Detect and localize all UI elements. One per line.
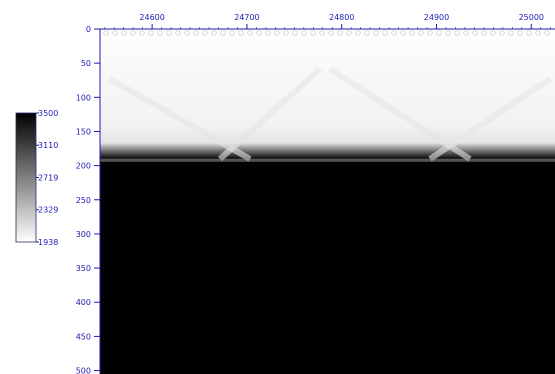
surface-ring-artifact <box>355 30 361 36</box>
surface-ring-artifact <box>265 30 271 36</box>
surface-ring-artifact <box>481 30 487 36</box>
surface-ring-artifact <box>175 30 181 36</box>
surface-ring-artifact <box>427 30 433 36</box>
surface-ring-artifact <box>364 30 370 36</box>
x-tick-label: 25000 <box>519 13 544 22</box>
surface-ring-artifact <box>508 30 514 36</box>
interface-band <box>100 158 555 162</box>
surface-ring-artifact <box>391 30 397 36</box>
surface-ring-artifact <box>418 30 424 36</box>
y-tick-label: 100 <box>76 93 91 102</box>
surface-ring-artifact <box>328 30 334 36</box>
faint-streak <box>108 76 252 162</box>
surface-ring-artifact <box>400 30 406 36</box>
y-tick-label: 0 <box>86 25 91 34</box>
heatmap-field <box>100 29 555 374</box>
surface-ring-artifact <box>202 30 208 36</box>
colorbar-ticks: 3500 3110 2719 2329 1938 <box>36 109 58 247</box>
surface-ring-artifact <box>148 30 154 36</box>
faint-streak <box>428 76 552 162</box>
y-tick-label: 500 <box>76 367 91 374</box>
surface-ring-artifact <box>454 30 460 36</box>
surface-ring-artifact <box>346 30 352 36</box>
colorbar-tick-label: 2329 <box>38 206 58 215</box>
surface-ring-artifact <box>229 30 235 36</box>
surface-ring-artifact <box>490 30 496 36</box>
surface-ring-artifact <box>103 30 109 36</box>
surface-ring-artifact <box>301 30 307 36</box>
surface-ring-artifact <box>220 30 226 36</box>
surface-ring-artifact <box>535 30 541 36</box>
colorbar-tick-label: 3110 <box>38 141 58 150</box>
surface-ring-artifact <box>517 30 523 36</box>
surface-ring-artifact <box>184 30 190 36</box>
surface-ring-artifact <box>157 30 163 36</box>
surface-ring-artifact <box>238 30 244 36</box>
surface-ring-artifact <box>211 30 217 36</box>
surface-ring-artifact <box>256 30 262 36</box>
y-tick-label: 200 <box>76 162 91 171</box>
y-tick-label: 400 <box>76 298 91 307</box>
surface-ring-artifact <box>544 30 550 36</box>
x-tick-label: 24800 <box>329 13 354 22</box>
y-tick-label: 150 <box>76 127 91 136</box>
faint-streak <box>328 66 472 162</box>
surface-ring-artifact <box>310 30 316 36</box>
surface-ring-artifact <box>319 30 325 36</box>
colorbar-gradient <box>15 112 37 243</box>
surface-ring-artifact <box>445 30 451 36</box>
y-tick-label: 300 <box>76 230 91 239</box>
surface-ring-artifact <box>463 30 469 36</box>
surface-ring-artifact <box>292 30 298 36</box>
faint-streak <box>217 66 323 162</box>
colorbar-tick-label: 3500 <box>38 109 58 118</box>
surface-ring-artifact <box>436 30 442 36</box>
colorbar: 3500 3110 2719 2329 1938 <box>15 109 58 247</box>
surface-ring-artifact <box>526 30 532 36</box>
surface-ring-artifact <box>499 30 505 36</box>
x-tick-label: 24700 <box>234 13 259 22</box>
surface-ring-artifact <box>112 30 118 36</box>
x-axis-ticks: 24600 24700 24800 24900 25000 <box>104 13 551 29</box>
y-tick-label: 250 <box>76 196 91 205</box>
heatmap-body <box>100 29 555 374</box>
y-tick-label: 350 <box>76 264 91 273</box>
surface-ring-artifact <box>121 30 127 36</box>
y-axis-ticks: 0 50 100 150 200 250 300 350 400 450 500 <box>76 25 100 374</box>
surface-ring-artifact <box>130 30 136 36</box>
y-tick-label: 450 <box>76 332 91 341</box>
colorbar-tick-label: 2719 <box>38 174 58 183</box>
surface-ring-artifact <box>337 30 343 36</box>
surface-ring-artifact <box>409 30 415 36</box>
surface-ring-artifact <box>274 30 280 36</box>
surface-ring-artifact <box>247 30 253 36</box>
surface-ring-artifact <box>166 30 172 36</box>
x-tick-label: 24900 <box>424 13 449 22</box>
surface-ring-artifact <box>472 30 478 36</box>
surface-ring-artifact <box>283 30 289 36</box>
surface-ring-artifact <box>382 30 388 36</box>
surface-ring-artifact <box>193 30 199 36</box>
surface-ring-artifact <box>139 30 145 36</box>
colorbar-tick-label: 1938 <box>38 238 58 247</box>
axes: 24600 24700 24800 24900 25000 0 50 100 150 200 25… <box>76 13 555 374</box>
y-tick-label: 50 <box>81 59 91 68</box>
surface-ring-artifact <box>373 30 379 36</box>
x-tick-label: 24600 <box>139 13 164 22</box>
